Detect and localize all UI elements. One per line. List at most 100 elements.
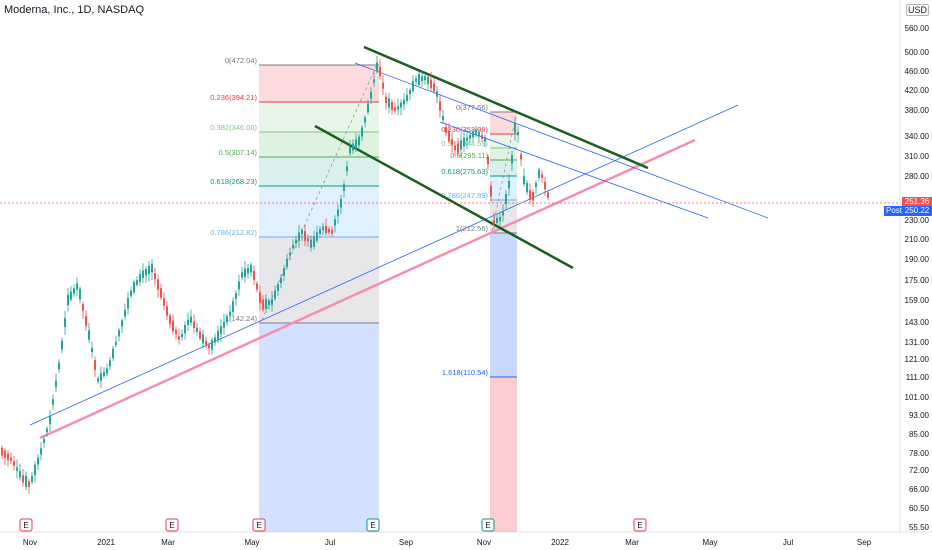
price-tick-label: 230.00 <box>905 216 930 225</box>
candle-body <box>322 226 324 231</box>
candle-body <box>367 103 369 113</box>
fib-right-level-label: 1.618(110.54) <box>442 368 489 377</box>
candle-body <box>283 268 285 276</box>
candle-body <box>88 330 90 340</box>
candle-body <box>472 131 474 138</box>
fib-left-zone <box>259 157 379 186</box>
candle-body <box>307 238 309 242</box>
candle-body <box>64 317 66 328</box>
fib-left-zone <box>259 186 379 237</box>
candle-body <box>136 280 138 285</box>
price-tick-label: 560.00 <box>905 24 930 33</box>
candle-body <box>445 127 447 133</box>
candle-body <box>475 129 477 135</box>
time-tick-label: Sep <box>857 538 872 547</box>
fib-right-level-label: 0(377.66) <box>456 103 489 112</box>
candle-body <box>526 182 528 193</box>
candle-body <box>55 380 57 388</box>
fib-right-extension-zone <box>490 377 517 532</box>
candle-body <box>271 299 273 305</box>
candle-body <box>388 98 390 108</box>
candle-body <box>304 231 306 241</box>
candle-body <box>4 450 6 458</box>
earnings-event-icon <box>366 518 380 532</box>
time-tick-label: Jul <box>325 538 335 547</box>
candle-body <box>328 228 330 233</box>
candle-body <box>79 288 81 300</box>
candle-body <box>451 139 453 145</box>
candle-body <box>268 300 270 306</box>
candle-body <box>433 83 435 92</box>
candle-body <box>334 219 336 226</box>
price-tick-label: 93.00 <box>909 411 930 420</box>
candle-body <box>379 66 381 77</box>
candle-body <box>187 319 189 326</box>
price-tick-label: 143.00 <box>905 318 930 327</box>
earnings-event-glyph: E <box>256 521 261 530</box>
price-tick-label: 60.50 <box>909 504 930 513</box>
candle-body <box>535 182 537 188</box>
earnings-event-glyph: E <box>370 521 375 530</box>
candle-body <box>532 192 534 201</box>
fib-left-extension-zone <box>259 323 379 532</box>
fib-right-zone <box>490 233 517 377</box>
candle-body <box>541 174 543 179</box>
candle-body <box>358 136 360 146</box>
price-tick-label: 420.00 <box>905 86 930 95</box>
price-tick-label: 460.00 <box>905 67 930 76</box>
price-tick-label: 340.00 <box>905 132 930 141</box>
candle-body <box>193 321 195 328</box>
candle-body <box>91 347 93 353</box>
candle-body <box>133 281 135 293</box>
candle-body <box>151 263 153 273</box>
candle-body <box>469 134 471 139</box>
earnings-event-glyph: E <box>169 521 174 530</box>
price-tick-label: 78.00 <box>909 449 930 458</box>
candle-body <box>244 268 246 278</box>
candle-body <box>502 210 504 216</box>
fib-left-trend-line <box>261 61 379 321</box>
candle-body <box>112 348 114 358</box>
time-tick-label: Mar <box>161 538 175 547</box>
candle-body <box>109 360 111 367</box>
candle-body <box>76 283 78 290</box>
fib-right-level-label: 0.236(353.09) <box>441 125 488 134</box>
candle-body <box>484 137 486 142</box>
candle-body <box>466 137 468 141</box>
blue-downtrend-line <box>354 62 769 219</box>
currency-badge[interactable]: USD <box>906 4 930 16</box>
fib-right-level-label: 0.618(275.63) <box>441 167 488 176</box>
candle-body <box>295 239 297 244</box>
candle-body <box>217 330 219 340</box>
candle-body <box>382 82 384 89</box>
price-axis-panel <box>900 0 932 550</box>
candle-body <box>130 290 132 296</box>
candle-body <box>355 139 357 149</box>
candle-body <box>166 306 168 316</box>
candle-body <box>457 143 459 153</box>
fib-left-zone <box>259 65 379 102</box>
time-tick-label: May <box>702 538 717 547</box>
candle-body <box>49 415 51 425</box>
candle-body <box>499 217 501 221</box>
candle-body <box>127 298 129 309</box>
candle-body <box>514 123 516 133</box>
candle-body <box>286 258 288 268</box>
earnings-event-icon <box>165 518 179 532</box>
candle-body <box>508 180 510 189</box>
candle-body <box>175 329 177 335</box>
fib-left-zone <box>259 237 379 323</box>
time-tick-label: 2021 <box>97 538 115 547</box>
earnings-event-icon <box>481 518 495 532</box>
candle-body <box>106 368 108 374</box>
blue-uptrend-line <box>29 104 739 426</box>
candle-body <box>70 291 72 300</box>
candle-body <box>214 337 216 343</box>
symbol-title[interactable]: Moderna, Inc., 1D, NASDAQ <box>4 4 144 16</box>
candle-body <box>163 298 165 306</box>
candle-body <box>73 288 75 294</box>
candle-body <box>400 102 402 108</box>
candle-body <box>421 76 423 82</box>
